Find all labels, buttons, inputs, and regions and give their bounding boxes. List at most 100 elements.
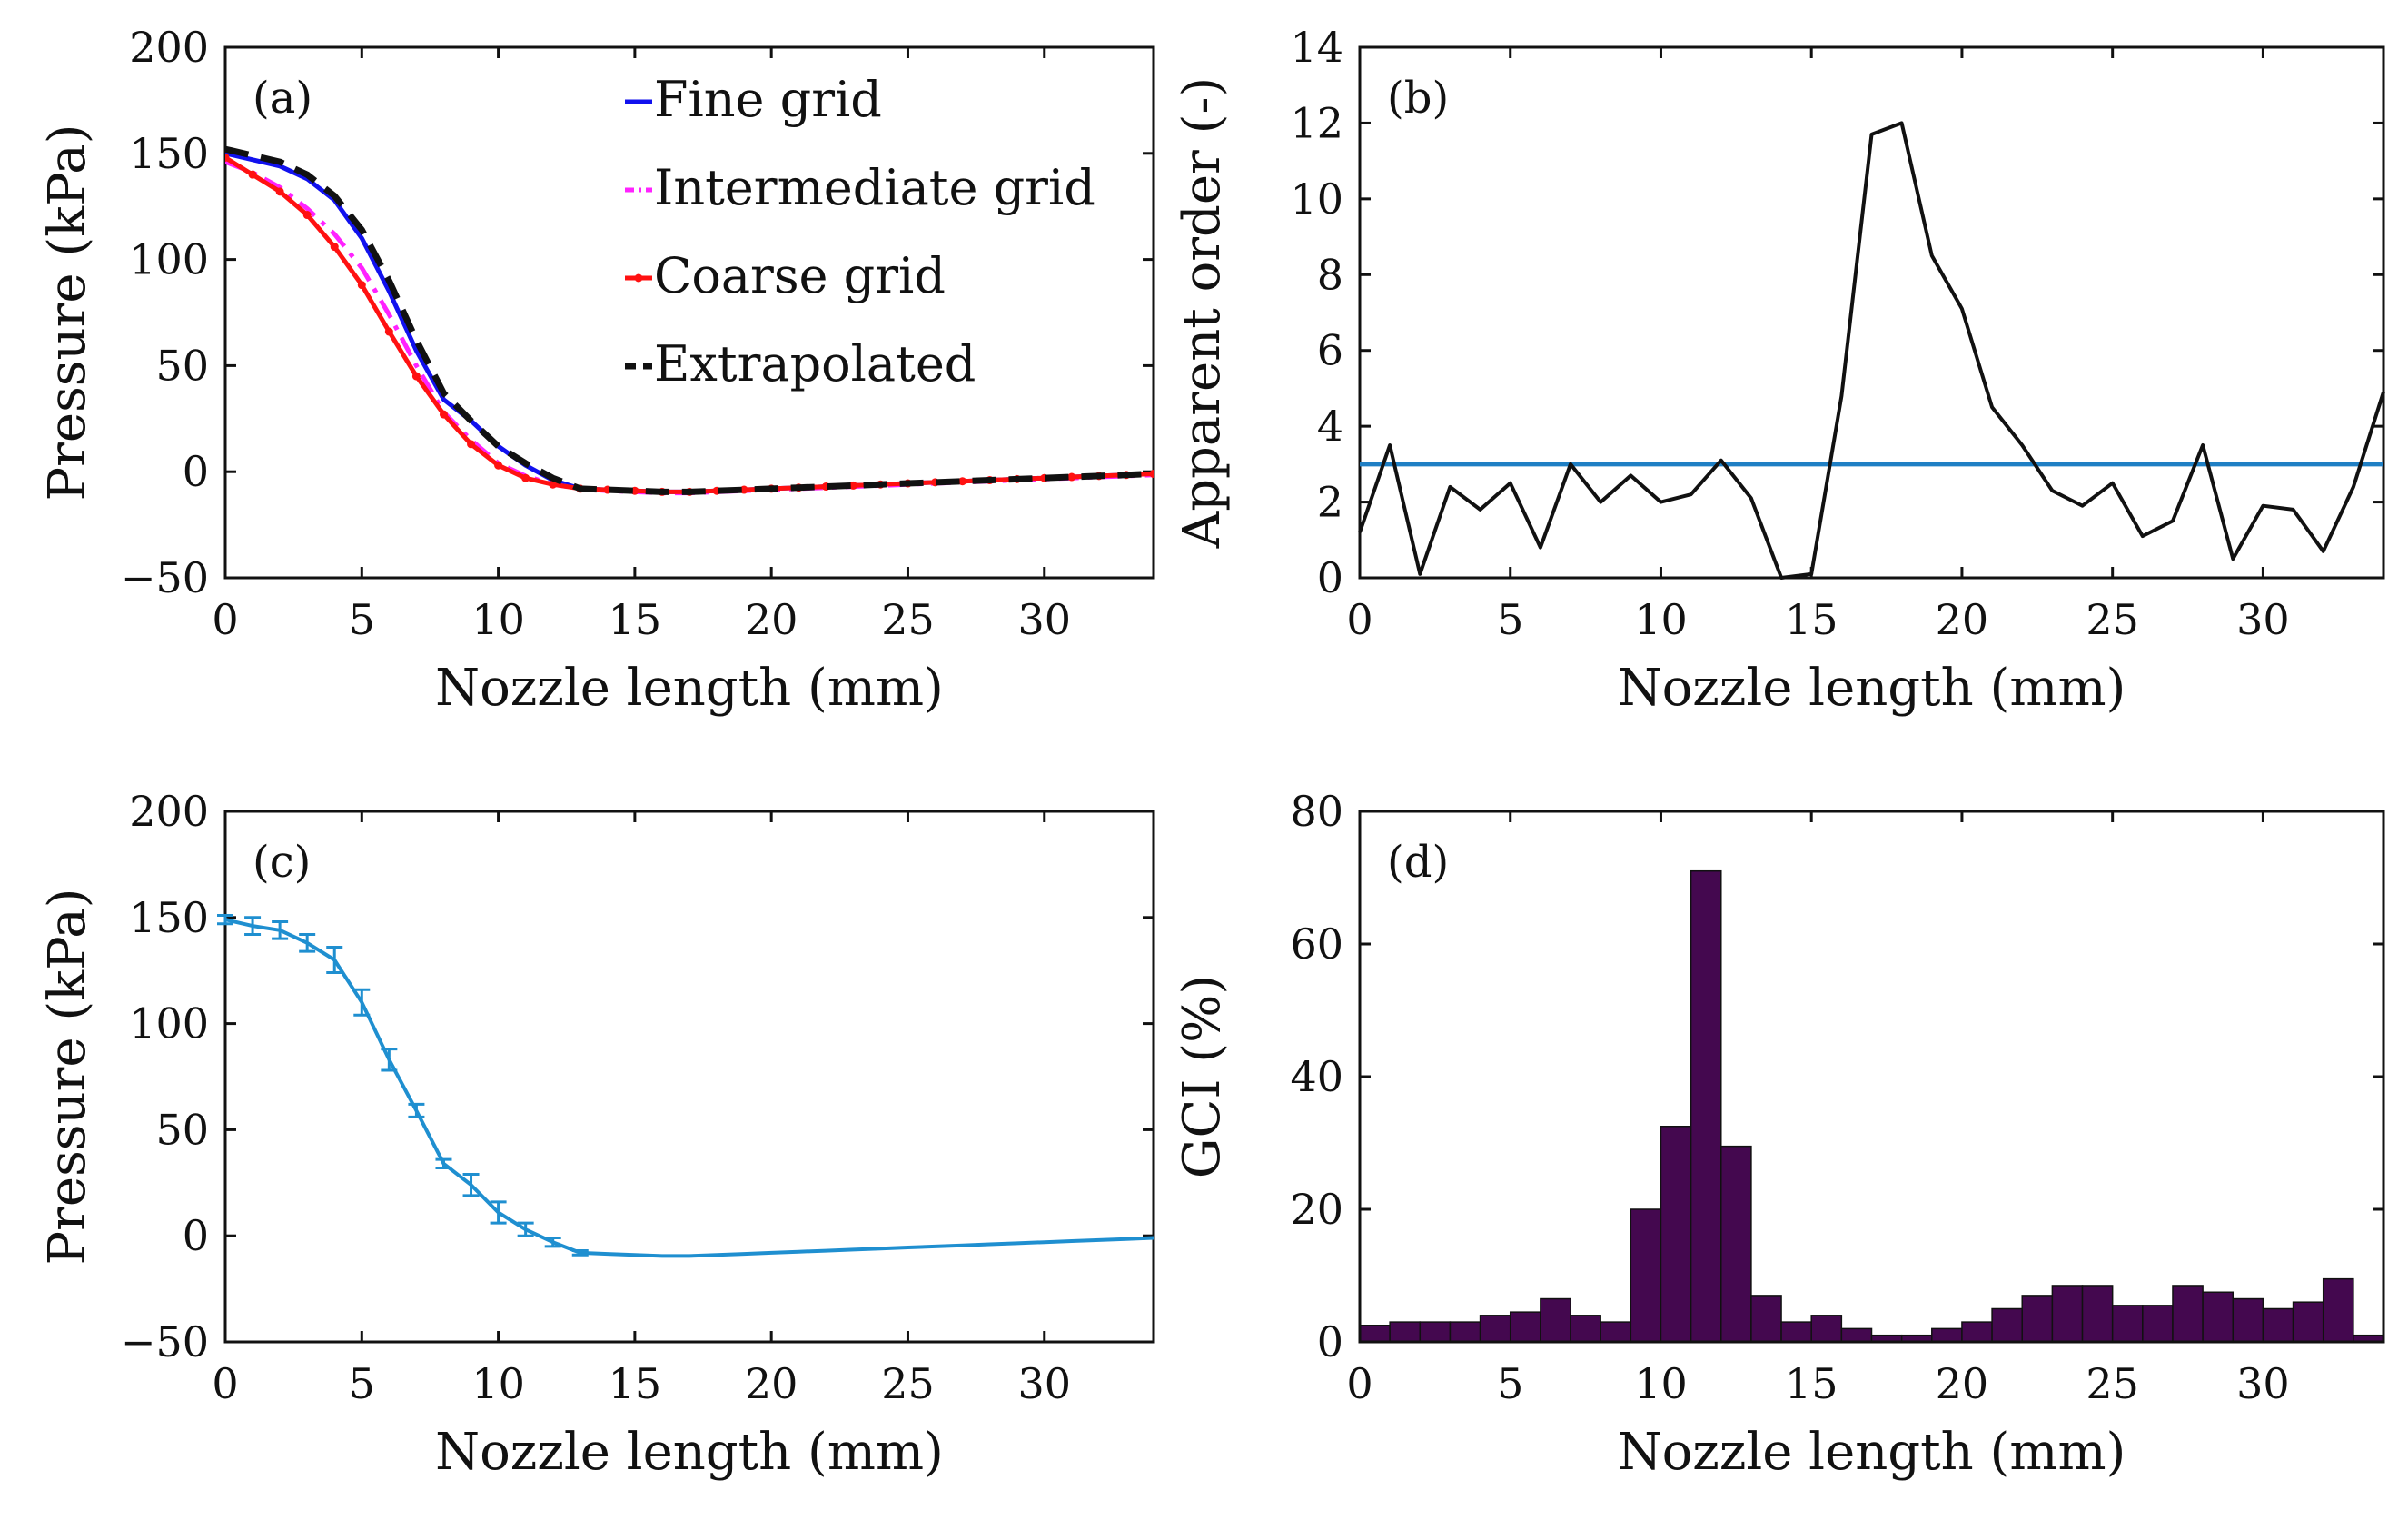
panel-label: (c) xyxy=(253,837,311,888)
plot-frame-overlay xyxy=(1358,810,2385,1344)
coarse-grid-point xyxy=(1149,470,1154,479)
gci-bar xyxy=(1359,1325,1391,1343)
gci-bar xyxy=(1810,1315,1843,1343)
y-tick-label: 0 xyxy=(1317,1317,1343,1366)
y-tick-label: 0 xyxy=(183,447,209,496)
x-tick-label: 15 xyxy=(609,595,662,644)
y-tick-label: 0 xyxy=(183,1211,209,1260)
x-axis-label: Nozzle length (mm) xyxy=(435,1423,944,1482)
coarse-grid-point xyxy=(275,187,284,196)
error-bar xyxy=(381,1048,398,1072)
y-tick-label: 6 xyxy=(1317,326,1343,375)
legend-label-fine-grid: Fine grid xyxy=(654,71,882,128)
x-tick-label: 10 xyxy=(471,595,525,644)
coarse-grid-point xyxy=(739,485,748,494)
panel-b-apparent-order: 0 5 10 15 20 25 30 0 2 4 6 8 10 12 14 Nozzle length (mm… xyxy=(1173,23,2385,718)
error-bar xyxy=(272,919,289,940)
x-axis-label: Nozzle length (mm) xyxy=(1618,659,2126,718)
x-tick-label: 30 xyxy=(2236,595,2290,644)
series-line-apparent-order xyxy=(1358,121,2385,580)
x-tick-label: 30 xyxy=(1017,595,1071,644)
y-tick-label: 4 xyxy=(1317,402,1343,451)
panel-label: (d) xyxy=(1387,837,1449,888)
x-tick-label: 15 xyxy=(609,1359,662,1408)
gci-bar xyxy=(1419,1321,1452,1343)
coarse-grid-point xyxy=(848,481,857,490)
gci-bar xyxy=(2322,1277,2354,1343)
x-tick-label: 0 xyxy=(1346,1359,1372,1408)
legend-label-intermediate-grid: Intermediate grid xyxy=(654,159,1095,216)
x-tick-label: 10 xyxy=(1634,595,1688,644)
gci-bar xyxy=(2292,1301,2324,1343)
x-tick-label: 5 xyxy=(349,1359,375,1408)
coarse-grid-point xyxy=(958,477,967,486)
error-bar xyxy=(408,1102,425,1118)
gci-bar xyxy=(1540,1297,1571,1343)
plot-frame xyxy=(1358,810,2385,1344)
x-tick-label: 25 xyxy=(881,1359,935,1408)
x-tick-label: 30 xyxy=(2236,1359,2290,1408)
x-tick-label: 0 xyxy=(1346,595,1372,644)
gci-bar xyxy=(2262,1307,2294,1343)
coarse-grid-point xyxy=(467,440,476,449)
plot-frame xyxy=(1358,45,2385,580)
coarse-grid-point xyxy=(494,461,503,470)
x-tick-label: 20 xyxy=(745,1359,798,1408)
x-tick-label: 5 xyxy=(1497,1359,1523,1408)
error-bar xyxy=(571,1249,589,1257)
x-tick-label: 10 xyxy=(1634,1359,1688,1408)
y-tick-label: 200 xyxy=(129,23,209,72)
gci-bar xyxy=(1449,1321,1481,1343)
y-tick-label: 100 xyxy=(129,999,209,1048)
gci-bar xyxy=(1780,1321,1812,1343)
gci-bar xyxy=(1630,1208,1662,1343)
x-tick-label: 30 xyxy=(1017,1359,1071,1408)
y-tick-label: 150 xyxy=(129,129,209,178)
gci-bar xyxy=(1600,1321,1632,1343)
coarse-grid-point xyxy=(411,372,421,381)
panel-label: (b) xyxy=(1387,73,1449,124)
x-tick-label: 25 xyxy=(2086,1359,2139,1408)
y-tick-label: −50 xyxy=(121,1317,209,1366)
coarse-grid-point xyxy=(330,243,339,252)
y-tick-label: 100 xyxy=(129,235,209,284)
y-tick-label: 40 xyxy=(1290,1052,1343,1101)
panel-d-gci: 0 5 10 15 20 25 30 0 20 40 60 80 Nozzle length (mm) G… xyxy=(1173,787,2385,1482)
coarse-grid-point xyxy=(357,281,366,290)
y-tick-label: 20 xyxy=(1290,1185,1343,1234)
legend-label-extrapolated: Extrapolated xyxy=(654,335,976,392)
x-axis-label: Nozzle length (mm) xyxy=(435,659,944,718)
gci-bar xyxy=(1750,1295,1782,1343)
error-bar xyxy=(544,1237,561,1248)
gci-bar xyxy=(1931,1327,1963,1343)
y-tick-label: 200 xyxy=(129,787,209,836)
gci-bar xyxy=(1570,1315,1601,1343)
y-tick-label: 50 xyxy=(155,341,209,390)
y-axis-label: Pressure (kPa) xyxy=(38,124,97,501)
coarse-grid-point xyxy=(225,153,230,162)
x-tick-label: 20 xyxy=(1936,595,1989,644)
gci-bar xyxy=(2111,1305,2144,1343)
error-bar xyxy=(490,1200,507,1225)
coarse-grid-point xyxy=(439,410,448,419)
coarse-grid-point xyxy=(248,170,257,179)
y-tick-label: 50 xyxy=(155,1105,209,1154)
x-axis-label: Nozzle length (mm) xyxy=(1618,1423,2126,1482)
x-tick-label: 0 xyxy=(212,1359,238,1408)
series-line-pressure xyxy=(224,918,1154,1258)
plot-frame xyxy=(223,45,1155,580)
x-tick-label: 15 xyxy=(1785,595,1838,644)
gci-bar xyxy=(1961,1321,1993,1343)
y-tick-label: 10 xyxy=(1290,174,1343,224)
error-bar xyxy=(435,1157,452,1169)
gci-bar xyxy=(1479,1315,1511,1343)
error-bar xyxy=(299,932,316,953)
y-tick-label: −50 xyxy=(121,553,209,602)
gci-bar xyxy=(2232,1297,2264,1343)
error-bar xyxy=(326,946,343,975)
coarse-grid-point xyxy=(1067,472,1076,482)
gci-bar xyxy=(2081,1285,2114,1343)
coarse-grid-point xyxy=(549,480,558,489)
